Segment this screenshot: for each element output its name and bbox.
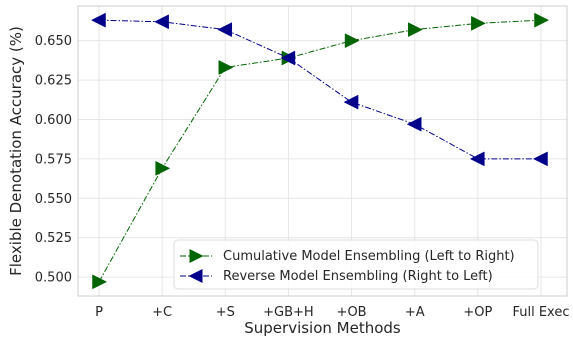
data-point-reverse [343,94,359,110]
y-axis-label: Flexible Denotation Accuracy (%) [7,26,25,276]
data-point-reverse [406,116,422,132]
data-point-reverse [154,14,169,30]
x-tick-label: +OP [463,305,492,320]
x-tick-label: +S [216,305,235,320]
x-tick-label: Full Exec [512,305,569,320]
legend-box [173,239,539,290]
series [90,12,550,290]
data-point-cumulative [92,274,108,290]
x-tick-label: P [95,305,103,320]
y-tick-label: 0.650 [35,34,72,49]
y-tick-label: 0.525 [35,231,72,246]
data-point-cumulative [471,15,486,31]
data-point-cumulative [534,12,550,28]
y-tick-label: 0.500 [35,271,72,286]
x-axis-ticks: P +C +S +GB+H +OB +A +OP Full Exec [95,305,569,320]
x-axis-label: Supervision Methods [244,319,401,337]
data-point-reverse [280,50,296,66]
x-tick-label: +A [405,305,425,320]
data-point-cumulative [218,60,234,75]
legend-label-reverse: Reverse Model Ensembling (Right to Left) [223,269,493,284]
x-tick-label: +C [152,305,172,320]
x-tick-label: +GB+H [263,305,314,320]
legend-marker-reverse [188,269,203,283]
data-point-reverse [469,151,485,167]
legend-marker-cumulative [189,249,204,263]
data-point-reverse [90,12,106,28]
y-tick-label: 0.600 [35,113,72,128]
plot-frame [77,5,568,297]
y-axis-ticks: 0.500 0.525 0.550 0.575 0.600 0.625 0.650 [35,34,72,285]
series-line-cumulative [98,19,542,283]
x-tick-label: +OB [337,305,367,320]
data-point-reverse [217,22,233,38]
data-point-cumulative [344,33,360,49]
y-tick-label: 0.575 [35,152,72,167]
y-tick-label: 0.625 [35,74,72,89]
y-tick-label: 0.550 [35,192,72,207]
series-line-reverse [98,19,541,160]
legend: Cumulative Model Ensembling (Left to Rig… [173,239,539,290]
legend-label-cumulative: Cumulative Model Ensembling (Left to Rig… [223,249,515,264]
data-point-cumulative [155,160,171,176]
data-point-cumulative [407,22,423,38]
data-point-reverse [532,151,548,167]
